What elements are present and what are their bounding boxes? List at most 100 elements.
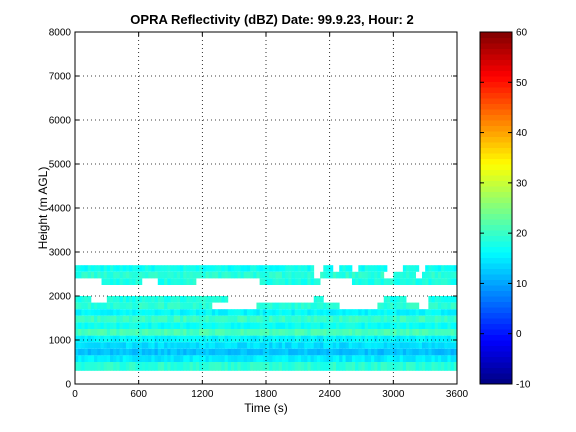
reflectivity-cell — [167, 362, 171, 371]
reflectivity-cell — [84, 296, 89, 303]
reflectivity-cell — [221, 348, 226, 356]
reflectivity-cell — [421, 348, 426, 356]
reflectivity-cell — [444, 302, 448, 310]
reflectivity-cell — [431, 315, 436, 323]
reflectivity-cell — [418, 329, 423, 336]
reflectivity-cell — [195, 296, 200, 303]
reflectivity-cell — [122, 348, 127, 356]
colorbar-tick-label: -10 — [516, 380, 531, 391]
reflectivity-cell — [215, 322, 219, 329]
reflectivity-cell — [431, 355, 436, 362]
reflectivity-cell — [119, 302, 124, 310]
reflectivity-cell — [374, 278, 378, 285]
reflectivity-cell — [437, 309, 442, 316]
reflectivity-cell — [355, 278, 359, 285]
reflectivity-cell — [138, 315, 143, 323]
reflectivity-cell — [84, 309, 89, 316]
colorbar-swatch — [480, 224, 512, 231]
reflectivity-cell — [301, 278, 305, 285]
reflectivity-cell — [399, 355, 404, 362]
x-axis-label: Time (s) — [244, 401, 288, 415]
reflectivity-cell — [313, 302, 318, 310]
reflectivity-row — [75, 271, 458, 279]
reflectivity-cell — [425, 265, 429, 272]
colorbar-gradient — [480, 32, 512, 385]
reflectivity-cell — [180, 309, 184, 316]
reflectivity-cell — [348, 271, 353, 279]
reflectivity-cell — [336, 315, 340, 323]
reflectivity-cell — [138, 309, 143, 316]
reflectivity-cell — [380, 329, 385, 336]
reflectivity-cell — [208, 329, 213, 336]
reflectivity-cell — [135, 315, 140, 323]
reflectivity-cell — [170, 342, 175, 349]
reflectivity-cell — [90, 302, 95, 310]
reflectivity-cell — [189, 362, 194, 371]
reflectivity-cell — [431, 329, 436, 336]
reflectivity-cell — [450, 329, 455, 336]
reflectivity-cell — [103, 271, 108, 279]
reflectivity-cell — [272, 348, 276, 356]
reflectivity-cell — [409, 355, 413, 362]
reflectivity-cell — [138, 302, 143, 310]
reflectivity-cell — [453, 265, 458, 272]
reflectivity-cell — [106, 362, 111, 371]
reflectivity-cell — [396, 362, 401, 371]
reflectivity-cell — [119, 348, 124, 356]
reflectivity-cell — [345, 265, 350, 272]
colorbar-swatch — [480, 32, 512, 38]
reflectivity-cell — [211, 271, 216, 279]
reflectivity-cell — [240, 265, 245, 272]
reflectivity-cell — [208, 335, 213, 343]
reflectivity-cell — [428, 322, 432, 329]
reflectivity-cell — [87, 302, 92, 310]
reflectivity-cell — [326, 329, 331, 336]
reflectivity-row — [75, 335, 458, 343]
reflectivity-cell — [78, 309, 82, 316]
reflectivity-cell — [250, 322, 254, 329]
reflectivity-cell — [110, 329, 114, 336]
reflectivity-cell — [332, 309, 337, 316]
y-tick-label: 5000 — [49, 160, 72, 171]
reflectivity-cell — [345, 342, 350, 349]
reflectivity-cell — [371, 265, 375, 272]
reflectivity-cell — [202, 271, 206, 279]
reflectivity-cell — [192, 271, 197, 279]
reflectivity-cell — [138, 271, 143, 279]
reflectivity-cell — [396, 271, 401, 279]
reflectivity-cell — [307, 265, 311, 272]
reflectivity-cell — [425, 362, 429, 371]
reflectivity-cell — [97, 271, 101, 279]
reflectivity-cell — [135, 335, 140, 343]
reflectivity-cell — [415, 348, 420, 356]
reflectivity-cell — [125, 335, 130, 343]
reflectivity-cell — [402, 309, 407, 316]
chart-title: OPRA Reflectivity (dBZ) Date: 99.9.23, H… — [130, 12, 413, 27]
colorbar-swatch — [480, 279, 512, 286]
colorbar-swatch — [480, 241, 512, 247]
reflectivity-cell — [205, 315, 210, 323]
reflectivity-cell — [269, 362, 273, 371]
reflectivity-cell — [129, 329, 133, 336]
colorbar-swatch — [480, 219, 512, 225]
reflectivity-cell — [313, 362, 318, 371]
reflectivity-cell — [275, 342, 280, 349]
reflectivity-cell — [377, 322, 381, 329]
reflectivity-cell — [437, 322, 442, 329]
reflectivity-cell — [406, 342, 410, 349]
reflectivity-cell — [75, 309, 79, 316]
reflectivity-cell — [192, 309, 197, 316]
reflectivity-cell — [412, 315, 417, 323]
reflectivity-cell — [154, 309, 159, 316]
reflectivity-cell — [122, 355, 127, 362]
reflectivity-cell — [167, 335, 171, 343]
reflectivity-cell — [301, 355, 305, 362]
reflectivity-cell — [100, 309, 105, 316]
reflectivity-cell — [266, 322, 270, 329]
reflectivity-cell — [380, 362, 385, 371]
reflectivity-cell — [336, 309, 340, 316]
reflectivity-cell — [132, 296, 136, 303]
reflectivity-cell — [90, 355, 95, 362]
reflectivity-cell — [367, 278, 372, 285]
reflectivity-cell — [377, 315, 381, 323]
